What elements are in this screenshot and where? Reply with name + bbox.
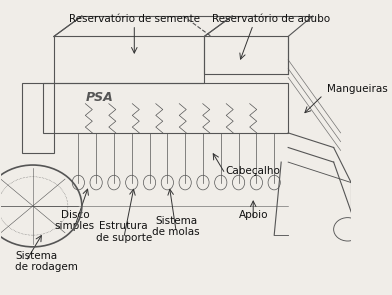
Text: Estrutura
de suporte: Estrutura de suporte xyxy=(96,222,152,243)
Text: Cabeçalho: Cabeçalho xyxy=(225,166,280,176)
Text: Disco
simples: Disco simples xyxy=(55,210,95,231)
Text: PSA: PSA xyxy=(85,91,113,104)
Text: Reservatório de semente: Reservatório de semente xyxy=(69,14,200,24)
Text: Apoio: Apoio xyxy=(238,210,268,220)
Text: Reservatório de adubo: Reservatório de adubo xyxy=(212,14,330,24)
Text: Mangueiras: Mangueiras xyxy=(327,84,387,94)
Text: Sistema
de molas: Sistema de molas xyxy=(152,216,200,237)
Text: Sistema
de rodagem: Sistema de rodagem xyxy=(15,251,78,272)
